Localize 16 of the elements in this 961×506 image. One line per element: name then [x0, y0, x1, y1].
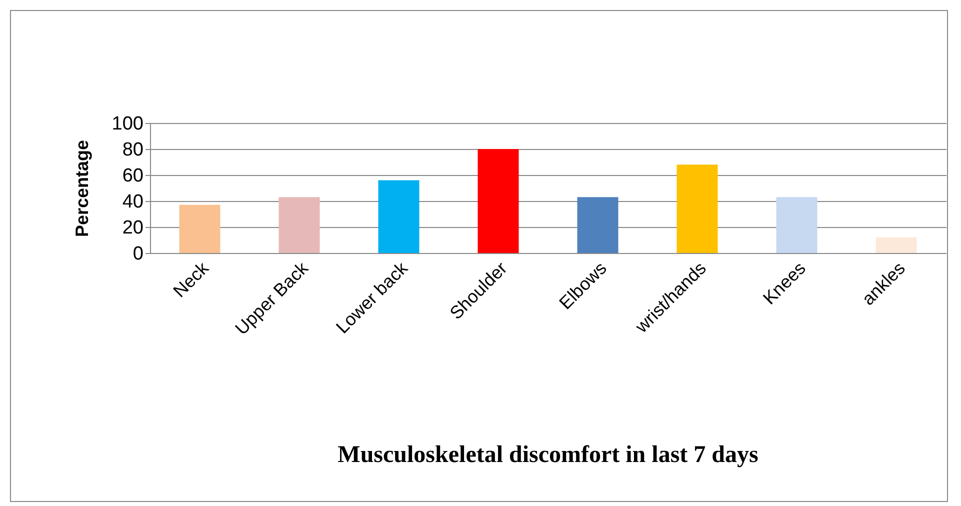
y-axis-title: Percentage: [72, 140, 92, 238]
bar: [776, 197, 818, 253]
y-tick-label: 80: [122, 140, 144, 160]
bar: [577, 197, 618, 253]
y-tick-label: 40: [122, 192, 144, 212]
bar: [676, 164, 718, 253]
bar: [478, 149, 519, 253]
bar: [876, 237, 917, 253]
bar: [179, 204, 220, 253]
bar: [278, 197, 320, 253]
bar: [378, 180, 420, 253]
y-tick-label: 0: [132, 244, 144, 264]
text: Musculoskeletal discomfort in last 7 days: [338, 442, 758, 468]
y-tick-label: 100: [112, 114, 144, 134]
y-tick-label: 20: [122, 218, 144, 238]
y-tick-label: 60: [122, 166, 144, 186]
